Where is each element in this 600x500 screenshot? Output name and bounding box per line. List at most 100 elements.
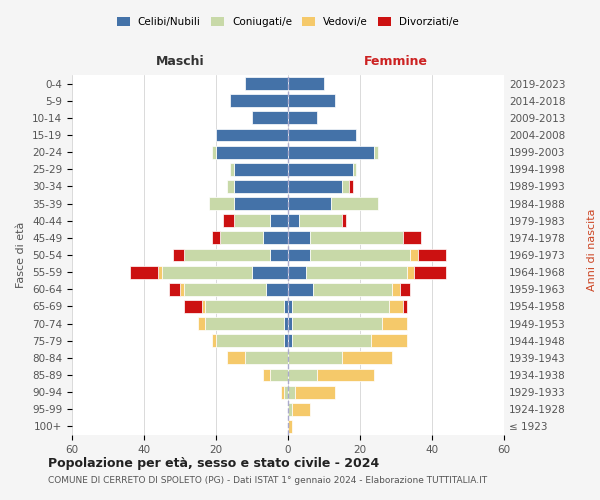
Bar (198, 317, 205, 330)
Bar (216, 334, 284, 347)
Bar (403, 232, 421, 244)
Bar (216, 146, 288, 158)
Bar (288, 248, 310, 262)
Bar (288, 334, 292, 347)
Bar (284, 334, 288, 347)
Bar (299, 214, 342, 227)
Bar (288, 112, 317, 124)
Bar (184, 248, 270, 262)
Bar (270, 214, 288, 227)
Bar (230, 94, 288, 107)
Bar (414, 266, 446, 278)
Bar (392, 283, 400, 296)
Bar (169, 283, 180, 296)
Bar (349, 180, 353, 193)
Bar (288, 368, 317, 382)
Bar (410, 248, 418, 262)
Bar (270, 368, 288, 382)
Bar (288, 283, 313, 296)
Bar (284, 386, 288, 398)
Bar (288, 94, 335, 107)
Bar (270, 248, 288, 262)
Bar (374, 146, 378, 158)
Bar (288, 77, 324, 90)
Bar (288, 352, 342, 364)
Text: Popolazione per età, sesso e stato civile - 2024: Popolazione per età, sesso e stato civil… (48, 458, 379, 470)
Bar (292, 317, 382, 330)
Bar (407, 266, 414, 278)
Bar (220, 232, 263, 244)
Bar (288, 128, 356, 141)
Bar (245, 77, 288, 90)
Bar (209, 197, 234, 210)
Bar (288, 146, 374, 158)
Bar (342, 180, 349, 193)
Bar (288, 180, 342, 193)
Bar (234, 163, 288, 175)
Bar (313, 283, 392, 296)
Bar (234, 214, 270, 227)
Bar (292, 403, 310, 415)
Bar (292, 300, 389, 313)
Bar (288, 317, 292, 330)
Bar (230, 163, 234, 175)
Bar (288, 197, 331, 210)
Legend: Celibi/Nubili, Coniugati/e, Vedovi/e, Divorziati/e: Celibi/Nubili, Coniugati/e, Vedovi/e, Di… (113, 12, 463, 32)
Bar (418, 248, 446, 262)
Y-axis label: Fasce di età: Fasce di età (16, 222, 26, 288)
Bar (310, 232, 403, 244)
Bar (288, 266, 306, 278)
Bar (288, 232, 310, 244)
Bar (292, 334, 371, 347)
Bar (342, 214, 346, 227)
Bar (288, 420, 292, 433)
Bar (331, 197, 378, 210)
Bar (212, 146, 216, 158)
Bar (284, 317, 288, 330)
Bar (288, 300, 292, 313)
Bar (184, 283, 266, 296)
Bar (310, 248, 410, 262)
Text: Maschi: Maschi (155, 55, 205, 68)
Bar (284, 300, 288, 313)
Bar (263, 368, 270, 382)
Bar (180, 283, 184, 296)
Bar (212, 232, 220, 244)
Bar (288, 163, 353, 175)
Bar (295, 386, 335, 398)
Bar (234, 180, 288, 193)
Bar (162, 266, 252, 278)
Bar (266, 283, 288, 296)
Bar (205, 317, 284, 330)
Text: Anni di nascita: Anni di nascita (587, 209, 597, 291)
Bar (353, 163, 356, 175)
Bar (252, 266, 288, 278)
Bar (371, 334, 407, 347)
Bar (342, 352, 392, 364)
Bar (306, 266, 407, 278)
Bar (173, 248, 184, 262)
Bar (234, 197, 288, 210)
Bar (158, 266, 162, 278)
Bar (202, 300, 205, 313)
Bar (130, 266, 158, 278)
Bar (245, 352, 288, 364)
Bar (403, 300, 407, 313)
Text: COMUNE DI CERRETO DI SPOLETO (PG) - Dati ISTAT 1° gennaio 2024 - Elaborazione TU: COMUNE DI CERRETO DI SPOLETO (PG) - Dati… (48, 476, 487, 485)
Bar (288, 386, 295, 398)
Bar (216, 128, 288, 141)
Bar (288, 403, 292, 415)
Bar (205, 300, 284, 313)
Bar (184, 300, 202, 313)
Bar (252, 112, 288, 124)
Bar (400, 283, 410, 296)
Bar (281, 386, 284, 398)
Bar (389, 300, 403, 313)
Bar (227, 180, 234, 193)
Bar (288, 214, 299, 227)
Bar (223, 214, 234, 227)
Bar (263, 232, 288, 244)
Bar (382, 317, 407, 330)
Bar (212, 334, 216, 347)
Bar (227, 352, 245, 364)
